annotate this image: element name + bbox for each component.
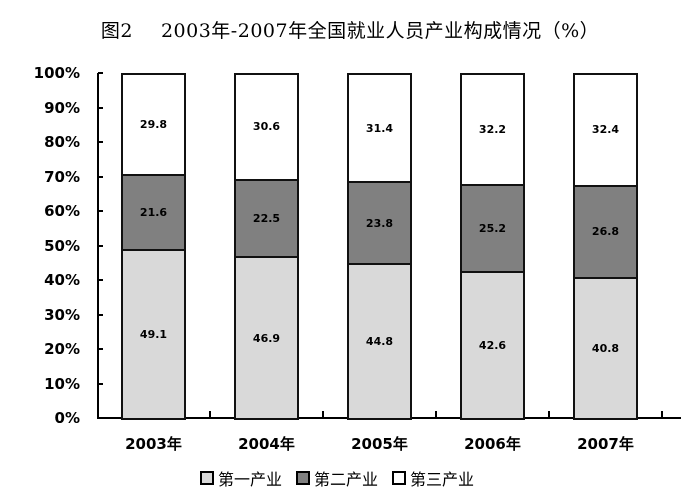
legend-item: 第三产业 xyxy=(392,466,474,490)
x-tick-label: 2007年 xyxy=(577,435,634,453)
y-tick-label: 60% xyxy=(44,202,80,220)
x-tick-label: 2004年 xyxy=(238,435,295,453)
x-tick xyxy=(661,411,663,418)
bar-segment: 31.4 xyxy=(347,73,412,184)
title-text: 2003年-2007年全国就业人员产业构成情况（%） xyxy=(160,20,600,42)
bar-segment: 49.1 xyxy=(121,248,186,420)
bar-segment: 44.8 xyxy=(347,263,412,420)
y-tick-label: 30% xyxy=(44,305,80,324)
x-tick xyxy=(209,411,211,418)
legend-item: 第二产业 xyxy=(296,466,378,490)
legend-swatch-icon xyxy=(200,471,214,485)
y-tick-label: 0% xyxy=(54,409,80,427)
data-label: 44.8 xyxy=(365,335,394,349)
y-tick xyxy=(98,244,103,247)
data-label: 32.2 xyxy=(478,123,507,137)
y-tick xyxy=(98,348,103,350)
x-tick xyxy=(322,411,324,418)
figure-label: 图2 xyxy=(100,20,133,42)
y-tick-label: 20% xyxy=(44,340,80,358)
bar-segment: 32.4 xyxy=(573,73,638,187)
data-label: 30.6 xyxy=(252,120,281,134)
y-tick xyxy=(98,210,103,212)
bar-segment: 22.5 xyxy=(234,178,299,259)
data-label: 26.8 xyxy=(591,225,620,239)
legend-label: 第一产业 xyxy=(218,470,283,489)
legend-label: 第二产业 xyxy=(314,470,379,489)
y-tick xyxy=(98,279,103,281)
y-tick-label: 50% xyxy=(44,236,80,255)
bar-segment: 42.6 xyxy=(460,271,525,420)
data-label: 31.4 xyxy=(365,121,394,135)
y-tick xyxy=(98,417,103,419)
y-tick xyxy=(98,106,103,109)
data-label: 25.2 xyxy=(478,222,507,236)
bar-segment: 32.2 xyxy=(460,73,525,187)
bar-segment: 29.8 xyxy=(121,73,186,177)
bar-segment: 21.6 xyxy=(121,174,186,251)
legend-label: 第三产业 xyxy=(410,470,475,489)
bar-segment: 23.8 xyxy=(347,181,412,266)
data-label: 21.6 xyxy=(139,205,168,219)
bar-segment: 40.8 xyxy=(573,277,638,420)
data-label: 32.4 xyxy=(591,123,620,137)
x-tick xyxy=(435,411,437,418)
y-tick xyxy=(98,141,103,143)
legend-swatch-icon xyxy=(392,471,407,485)
y-tick xyxy=(98,382,103,385)
x-tick-label: 2005年 xyxy=(351,435,408,453)
y-tick-label: 40% xyxy=(44,271,80,289)
x-tick-label: 2003年 xyxy=(125,435,182,453)
legend-swatch-icon xyxy=(296,471,311,485)
y-tick xyxy=(98,175,103,178)
chart-title: 图2 2003年-2007年全国就业人员产业构成情况（%） xyxy=(0,16,700,43)
y-tick-label: 100% xyxy=(33,64,80,82)
y-tick-label: 80% xyxy=(44,133,80,151)
y-tick-label: 10% xyxy=(44,374,80,393)
data-label: 29.8 xyxy=(139,118,168,132)
y-tick xyxy=(98,313,103,316)
y-tick-label: 90% xyxy=(44,98,80,117)
bar-segment: 30.6 xyxy=(234,73,299,181)
y-tick-label: 70% xyxy=(44,167,80,186)
data-label: 46.9 xyxy=(252,331,281,345)
data-label: 42.6 xyxy=(478,339,507,352)
bar-segment: 25.2 xyxy=(460,184,525,274)
x-tick-label: 2006年 xyxy=(464,435,521,453)
legend: 第一产业 第二产业 第三产业 xyxy=(200,466,540,490)
bar-segment: 46.9 xyxy=(234,256,299,420)
data-label: 22.5 xyxy=(252,211,281,225)
legend-item: 第一产业 xyxy=(200,466,282,490)
data-label: 49.1 xyxy=(139,327,168,341)
bar-segment: 26.8 xyxy=(573,184,638,280)
data-label: 23.8 xyxy=(365,216,394,230)
y-tick xyxy=(98,72,103,74)
x-tick xyxy=(548,411,550,418)
data-label: 40.8 xyxy=(591,342,620,356)
